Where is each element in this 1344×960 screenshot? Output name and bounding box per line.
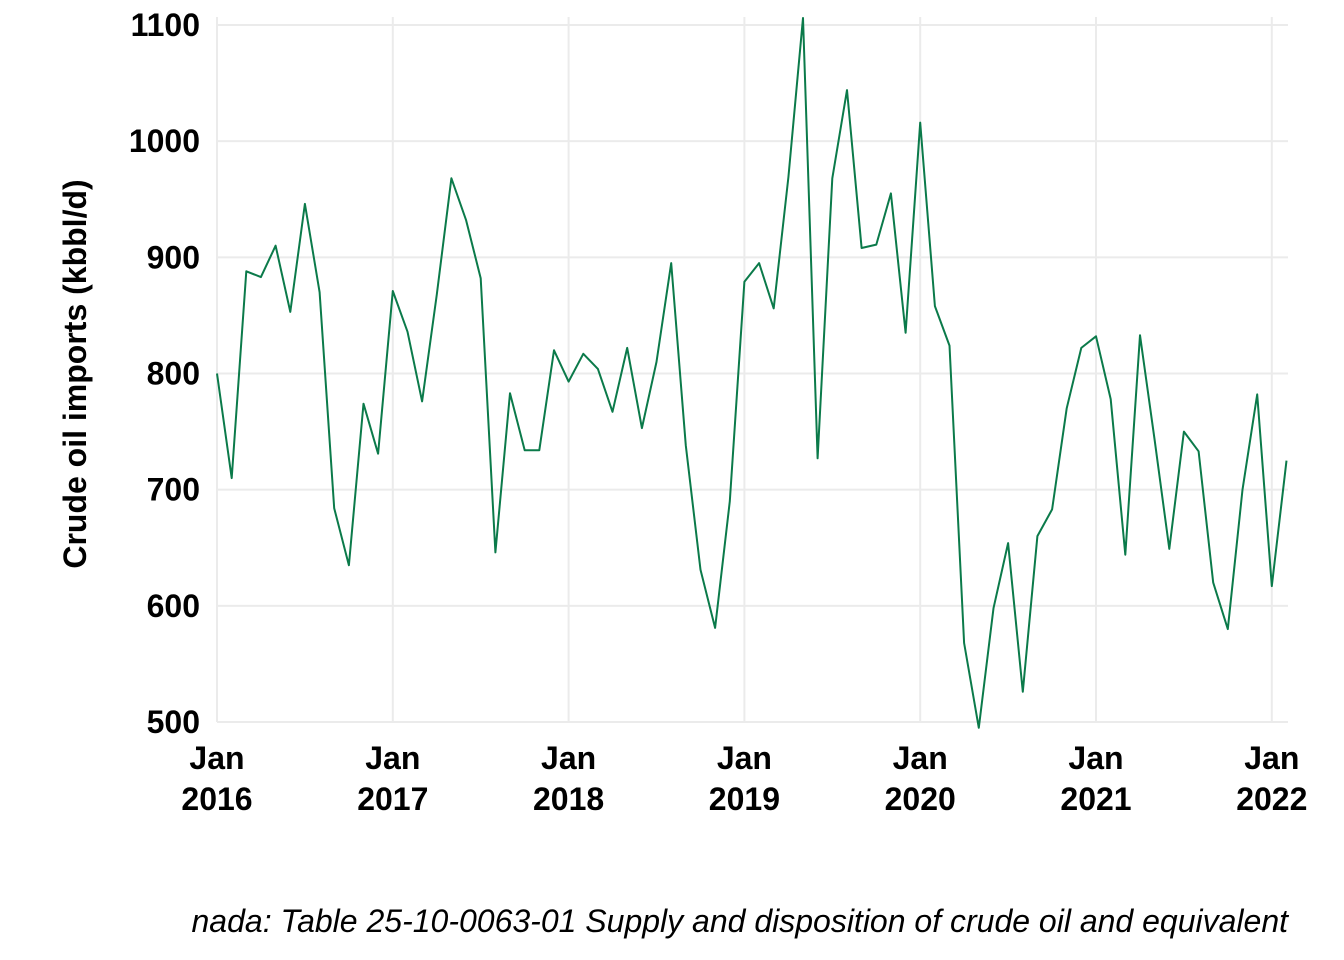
x-tick-label-year: 2017 [357, 781, 428, 817]
x-tick-label-year: 2022 [1236, 781, 1307, 817]
y-tick-label: 700 [147, 472, 200, 508]
x-axis-ticks: Jan 2016 Jan 2017 Jan 2018 Jan 2019 Jan 2020 Jan 20… [181, 740, 1307, 817]
x-tick-label-year: 2020 [885, 781, 956, 817]
x-tick-label-year: 2021 [1060, 781, 1131, 817]
x-tick-label-month: Jan [1068, 740, 1123, 776]
series-crude-oil-imports [216, 17, 1288, 729]
y-tick-label: 800 [147, 356, 200, 392]
x-tick-label-year: 2019 [709, 781, 780, 817]
x-tick-label-month: Jan [189, 740, 244, 776]
y-axis-ticks: 500 600 700 800 900 1000 1100 [129, 7, 200, 740]
x-tick-label-month: Jan [365, 740, 420, 776]
x-tick-label-year: 2018 [533, 781, 604, 817]
x-tick-label-month: Jan [893, 740, 948, 776]
x-tick-label-month: Jan [541, 740, 596, 776]
y-tick-label: 900 [147, 239, 200, 275]
grid-lines [216, 17, 1288, 723]
chart-caption: nada: Table 25-10-0063-01 Supply and dis… [192, 903, 1290, 939]
x-tick-label-month: Jan [717, 740, 772, 776]
y-tick-label: 500 [147, 704, 200, 740]
y-axis-label: Crude oil imports (kbbl/d) [57, 179, 93, 568]
series-line [216, 17, 1288, 729]
y-tick-label: 1000 [129, 123, 200, 159]
y-tick-label: 600 [147, 588, 200, 624]
x-tick-label-month: Jan [1244, 740, 1299, 776]
x-tick-label-year: 2016 [181, 781, 252, 817]
y-tick-label: 1100 [131, 7, 200, 43]
